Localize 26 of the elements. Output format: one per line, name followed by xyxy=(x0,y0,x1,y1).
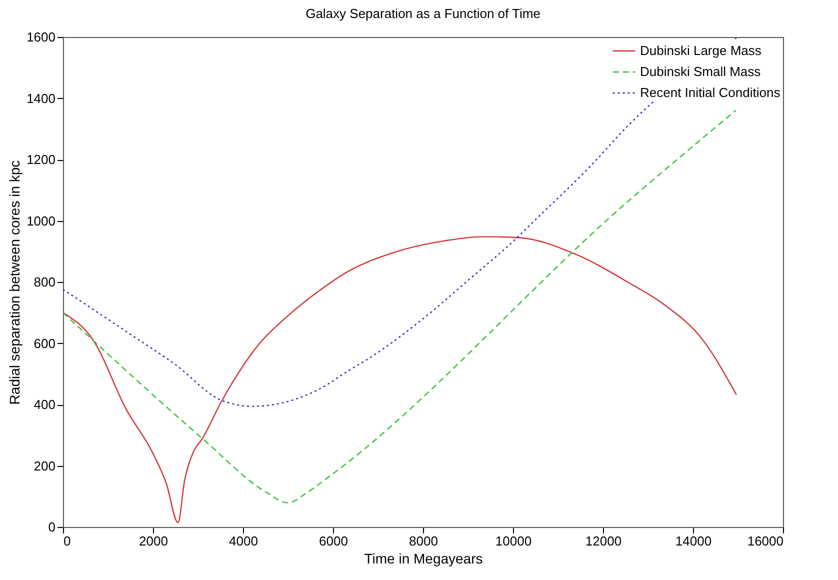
legend-label: Recent Initial Conditions xyxy=(640,85,781,100)
chart-title: Galaxy Separation as a Function of Time xyxy=(306,6,540,21)
x-tick-label: 4000 xyxy=(229,534,258,548)
x-tick-label: 16000 xyxy=(747,534,784,548)
x-tick-label: 0 xyxy=(64,534,71,548)
y-axis-title: Radial separation between cores in kpc xyxy=(6,160,23,405)
x-tick-label: 14000 xyxy=(675,534,712,548)
y-tick-label: 400 xyxy=(34,397,56,412)
y-tick-label: 600 xyxy=(34,336,56,351)
line-series xyxy=(62,110,736,504)
x-tick-label: 2000 xyxy=(139,534,168,548)
legend-label: Dubinski Large Mass xyxy=(640,43,762,58)
x-tick-label: 6000 xyxy=(319,534,348,548)
y-tick-label: 200 xyxy=(34,458,56,474)
y-tick-label: 1600 xyxy=(26,30,56,44)
y-tick-label: 0 xyxy=(48,520,56,534)
x-tick-label: 12000 xyxy=(585,534,622,548)
y-tick-label: 1400 xyxy=(26,90,56,106)
x-axis-title: Time in Megayears xyxy=(364,550,483,566)
y-tick-label: 1000 xyxy=(26,213,56,228)
y-tick-label: 1200 xyxy=(26,152,56,167)
x-tick-label: 8000 xyxy=(409,534,438,548)
x-tick-label: 10000 xyxy=(495,534,532,548)
line-series xyxy=(62,236,737,524)
legend-label: Dubinski Small Mass xyxy=(640,64,762,79)
y-tick-label: 800 xyxy=(34,274,56,290)
